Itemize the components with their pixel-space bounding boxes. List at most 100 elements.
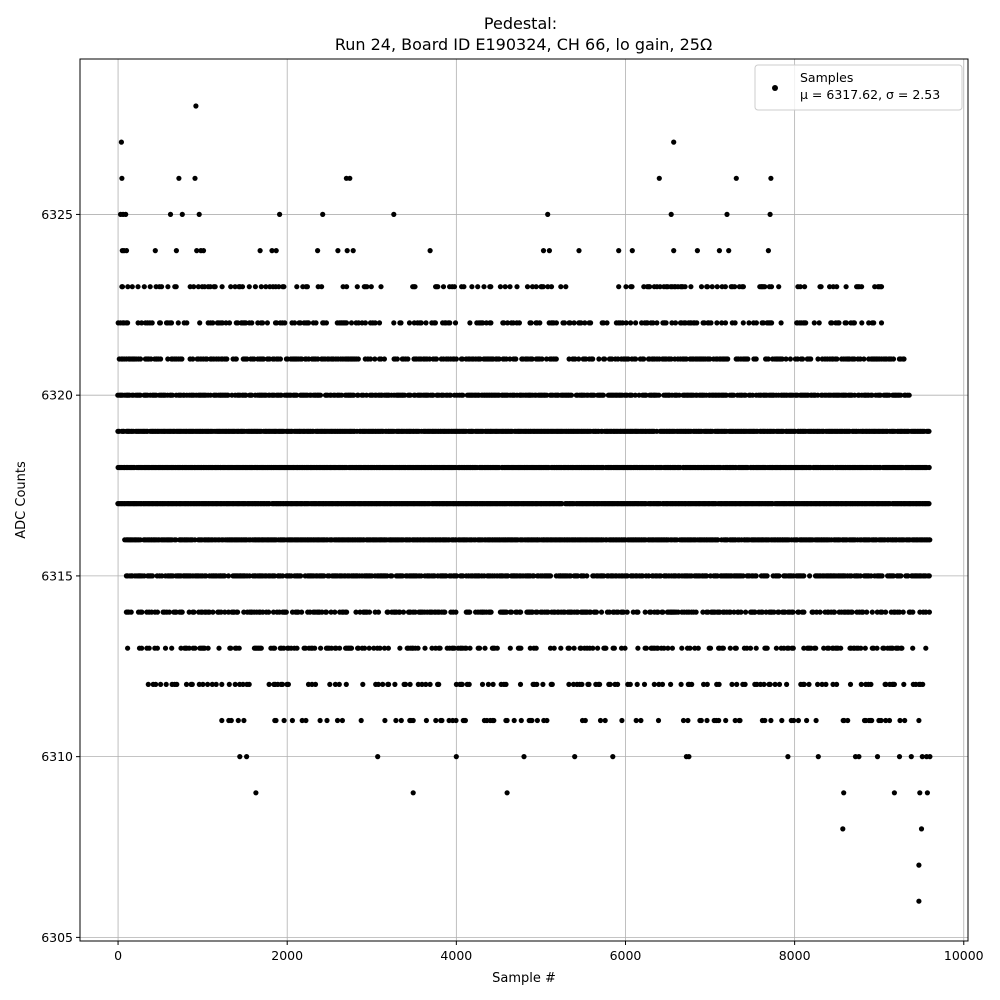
data-point	[312, 645, 318, 651]
data-point	[368, 284, 374, 290]
data-point	[566, 645, 572, 651]
data-point	[665, 645, 671, 651]
data-point	[685, 717, 691, 724]
data-point	[363, 392, 370, 398]
data-point	[376, 320, 383, 326]
data-point	[687, 645, 693, 651]
data-point	[540, 681, 546, 688]
data-point	[226, 681, 232, 688]
data-point	[281, 284, 287, 290]
data-point	[439, 717, 445, 724]
data-point	[927, 537, 933, 543]
data-points	[115, 103, 933, 904]
data-point	[529, 717, 535, 724]
data-point	[380, 681, 386, 688]
data-point	[157, 320, 163, 326]
data-point	[746, 320, 752, 326]
data-point	[252, 284, 258, 290]
data-point	[139, 645, 145, 651]
data-point	[597, 681, 603, 688]
data-point	[366, 645, 372, 651]
data-point	[838, 645, 844, 651]
data-point	[460, 392, 466, 398]
data-point	[485, 681, 491, 688]
data-point	[534, 681, 540, 688]
data-point	[633, 320, 639, 326]
data-point	[806, 681, 812, 688]
data-point	[459, 681, 465, 688]
data-point	[834, 284, 840, 290]
data-point	[244, 356, 250, 362]
data-point	[433, 356, 440, 362]
data-point	[184, 320, 190, 326]
data-point	[183, 681, 190, 688]
data-point	[210, 320, 216, 326]
data-point	[540, 284, 546, 290]
data-point	[859, 320, 865, 326]
data-point	[862, 645, 868, 651]
data-point	[663, 320, 669, 326]
data-point	[638, 717, 644, 724]
data-point	[447, 320, 453, 326]
data-point	[831, 609, 838, 615]
data-point	[858, 645, 864, 651]
data-point	[266, 609, 272, 615]
data-point	[410, 717, 416, 724]
data-point	[544, 717, 550, 724]
data-point	[813, 645, 819, 651]
data-point	[524, 284, 531, 290]
data-point	[734, 681, 740, 688]
data-point	[391, 320, 397, 326]
data-point	[362, 320, 368, 326]
data-point	[776, 681, 783, 688]
data-point	[179, 609, 185, 615]
data-point	[615, 681, 621, 688]
data-point	[355, 356, 361, 362]
data-point	[688, 284, 694, 290]
data-point	[708, 320, 714, 326]
data-point	[568, 392, 575, 398]
data-point	[901, 681, 907, 688]
data-point	[236, 645, 242, 651]
data-point	[910, 609, 916, 615]
data-point	[235, 609, 241, 615]
data-point	[119, 284, 126, 290]
data-point	[312, 681, 319, 688]
data-point	[539, 356, 545, 362]
data-point	[743, 609, 749, 615]
data-point	[722, 320, 729, 326]
data-point	[742, 681, 748, 688]
data-point	[586, 681, 592, 688]
data-point	[694, 320, 700, 326]
data-point	[778, 320, 784, 326]
data-point	[159, 284, 165, 290]
data-point	[811, 320, 817, 326]
data-point	[224, 356, 230, 362]
data-point	[801, 609, 807, 615]
data-point	[423, 717, 429, 724]
data-point	[481, 284, 487, 290]
data-point	[584, 573, 590, 579]
data-point	[790, 645, 796, 651]
data-point	[277, 356, 283, 362]
data-point	[258, 284, 264, 290]
data-point	[553, 320, 560, 326]
data-point	[898, 573, 904, 579]
data-point	[467, 645, 473, 651]
data-point	[634, 681, 640, 688]
data-point	[249, 320, 255, 326]
data-point	[742, 392, 749, 398]
data-point	[767, 681, 773, 688]
data-point	[878, 284, 885, 290]
data-point	[920, 681, 926, 688]
data-point	[145, 681, 151, 688]
data-point	[479, 681, 486, 688]
data-point	[595, 645, 601, 651]
data-point	[633, 717, 639, 724]
data-point	[381, 356, 387, 362]
data-point	[264, 320, 270, 326]
data-point	[437, 645, 443, 651]
data-point	[869, 609, 875, 615]
data-point	[491, 717, 497, 724]
data-point	[926, 501, 932, 507]
